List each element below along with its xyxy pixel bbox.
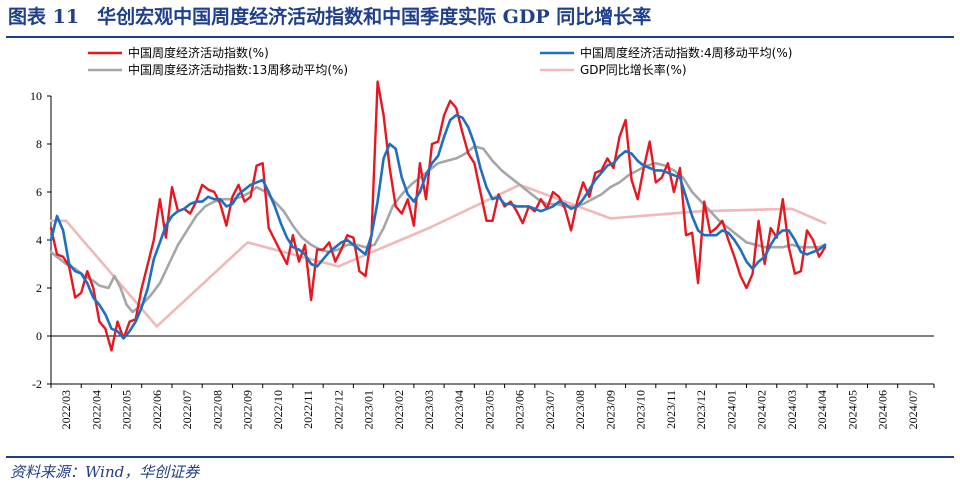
chart-legend: 中国周度经济活动指数(%) 中国周度经济活动指数:4周移动平均(%) 中国周度经济活… [88, 45, 792, 77]
series-line-1 [49, 80, 827, 352]
x-tick-label: 2022/04 [89, 390, 103, 429]
figure-title-text: 华创宏观中国周度经济活动指数和中国季度实际 GDP 同比增长率 [97, 6, 652, 28]
x-tick-label: 2024/05 [845, 390, 859, 429]
x-tick-label: 2024/02 [755, 390, 769, 429]
x-tick-label: 2023/02 [392, 390, 406, 429]
x-tick-label: 2022/11 [301, 390, 315, 429]
source-note: 资料来源：Wind，华创证券 [10, 463, 200, 481]
y-tick-label: 2 [36, 281, 42, 295]
figure-title: 图表 11 华创宏观中国周度经济活动指数和中国季度实际 GDP 同比增长率 [8, 2, 952, 32]
x-tick-label: 2022/05 [120, 390, 134, 429]
line-chart: 中国周度经济活动指数(%) 中国周度经济活动指数:4周移动平均(%) 中国周度经济活… [30, 45, 935, 429]
x-tick-label: 2023/07 [543, 390, 557, 429]
series-layer [49, 80, 827, 352]
x-tick-label: 2024/06 [876, 390, 890, 429]
x-tick-label: 2023/04 [452, 390, 466, 429]
x-tick-label: 2023/03 [422, 390, 436, 429]
y-tick-label: 0 [36, 329, 42, 343]
y-tick-label: 10 [30, 89, 42, 103]
y-tick-label: 8 [36, 137, 42, 151]
x-tick-label: 2023/11 [664, 390, 678, 429]
bottom-rule [6, 456, 954, 458]
x-tick-label: 2022/03 [59, 390, 73, 429]
x-tick-label: 2023/09 [603, 390, 617, 429]
x-tick-label: 2022/12 [331, 390, 345, 429]
legend-label: 中国周度经济活动指数:4周移动平均(%) [580, 45, 792, 60]
x-tick-label: 2024/03 [785, 390, 799, 429]
y-axis-ticks: -2 0 2 4 6 8 10 [30, 89, 51, 391]
legend-label: 中国周度经济活动指数:13周移动平均(%) [128, 62, 348, 77]
x-tick-label: 2022/06 [150, 390, 164, 429]
x-axis-ticks: 2022/03 2022/04 2022/05 2022/06 2022/07 2022/… [50, 384, 935, 429]
y-tick-label: 6 [36, 185, 42, 199]
x-tick-label: 2023/05 [482, 390, 496, 429]
x-tick-label: 2022/07 [180, 390, 194, 429]
y-tick-label: 4 [36, 233, 42, 247]
legend-label: 中国周度经济活动指数(%) [128, 45, 269, 60]
legend-label: GDP同比增长率(%) [580, 62, 687, 77]
x-tick-label: 2022/10 [271, 390, 285, 429]
x-tick-label: 2022/08 [210, 390, 224, 429]
x-tick-label: 2024/01 [724, 390, 738, 429]
series-line-2 [49, 113, 827, 340]
x-tick-label: 2022/09 [241, 390, 255, 429]
y-tick-label: -2 [32, 377, 42, 391]
series-line-4 [49, 183, 827, 328]
x-tick-label: 2023/06 [513, 390, 527, 429]
figure-number: 图表 11 [8, 6, 80, 28]
x-tick-label: 2024/04 [815, 390, 829, 429]
x-tick-label: 2023/10 [634, 390, 648, 429]
x-tick-label: 2023/08 [573, 390, 587, 429]
title-rule [6, 36, 954, 38]
x-tick-label: 2023/01 [362, 390, 376, 429]
x-tick-label: 2023/12 [694, 390, 708, 429]
x-tick-label: 2024/07 [906, 390, 920, 429]
